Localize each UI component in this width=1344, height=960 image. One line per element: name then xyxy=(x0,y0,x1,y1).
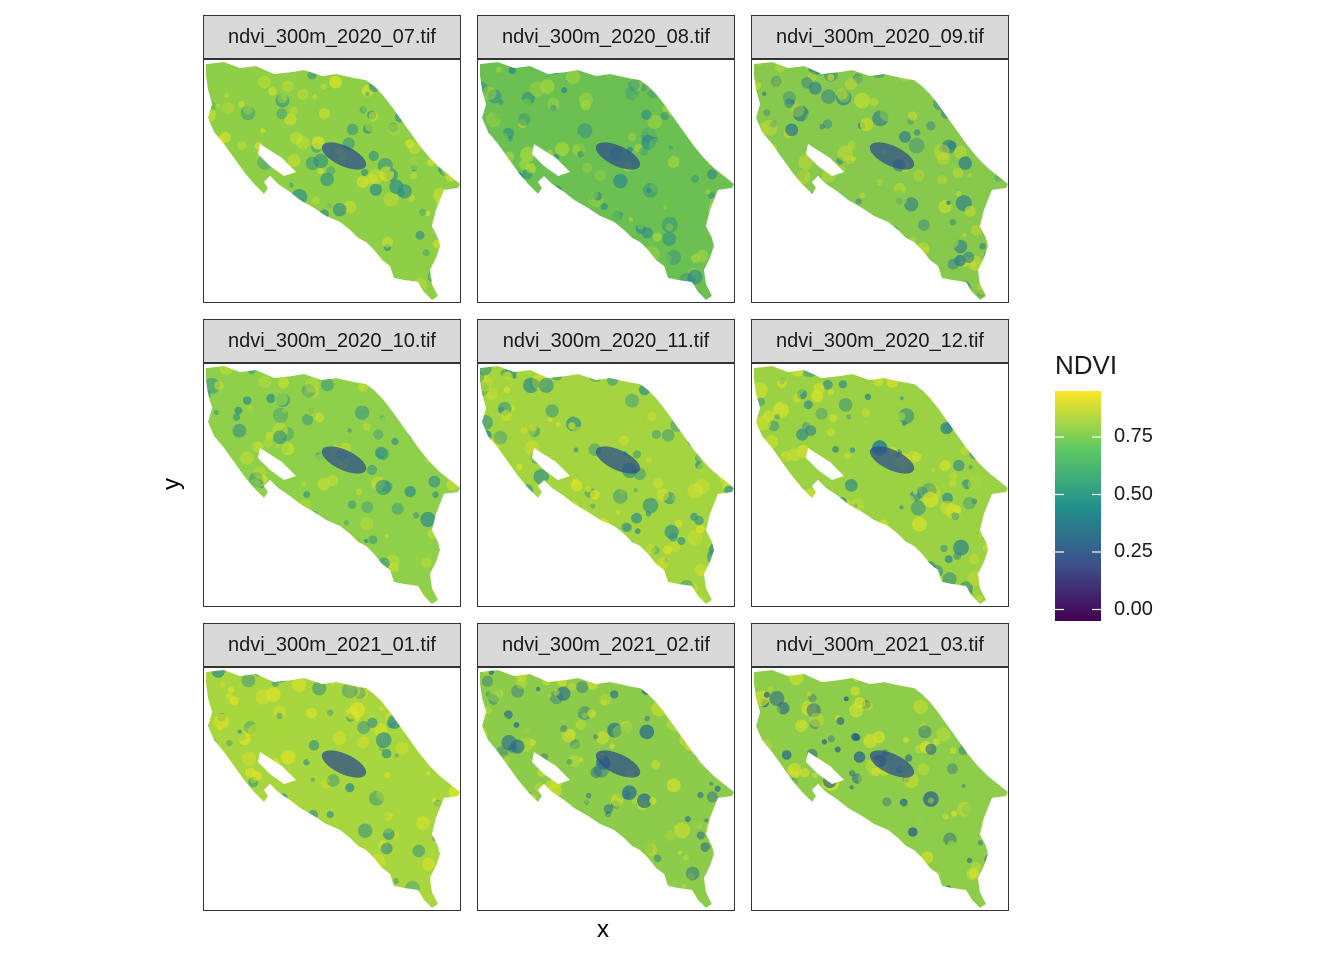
country-map xyxy=(206,670,460,908)
facet-panel: ndvi_300m_2021_03.tif xyxy=(751,623,1009,911)
map-plot-area xyxy=(477,667,735,911)
legend-tick-label: 0.25 xyxy=(1114,540,1153,562)
ndvi-raster xyxy=(754,62,1008,300)
facet-strip-title: ndvi_300m_2021_03.tif xyxy=(751,623,1009,667)
x-axis-label: x xyxy=(597,916,609,943)
map-plot-area xyxy=(751,667,1009,911)
facet-panel: ndvi_300m_2020_07.tif xyxy=(203,15,461,303)
country-map xyxy=(480,366,734,604)
map-plot-area xyxy=(751,59,1009,303)
country-map xyxy=(754,62,1008,300)
country-map xyxy=(480,62,734,300)
ndvi-raster xyxy=(480,366,734,604)
map-plot-area xyxy=(203,363,461,607)
facet-panel: ndvi_300m_2020_11.tif xyxy=(477,319,735,607)
facet-strip-title: ndvi_300m_2020_12.tif xyxy=(751,319,1009,363)
facet-strip-title: ndvi_300m_2021_01.tif xyxy=(203,623,461,667)
facet-panel: ndvi_300m_2020_09.tif xyxy=(751,15,1009,303)
y-axis-label: y xyxy=(158,478,185,490)
ndvi-raster xyxy=(480,62,734,300)
map-plot-area xyxy=(751,363,1009,607)
facet-strip-title: ndvi_300m_2020_10.tif xyxy=(203,319,461,363)
facet-strip-title: ndvi_300m_2020_09.tif xyxy=(751,15,1009,59)
legend-colorbar xyxy=(1055,391,1101,621)
ndvi-raster xyxy=(206,670,460,908)
ndvi-raster xyxy=(754,366,1008,604)
country-map xyxy=(480,670,734,908)
facet-strip-title: ndvi_300m_2021_02.tif xyxy=(477,623,735,667)
facet-strip-title: ndvi_300m_2020_07.tif xyxy=(203,15,461,59)
facet-panel: ndvi_300m_2020_10.tif xyxy=(203,319,461,607)
colorbar-gradient xyxy=(1055,391,1101,621)
map-plot-area xyxy=(203,667,461,911)
legend-tick-label: 0.50 xyxy=(1114,482,1153,505)
ndvi-raster xyxy=(206,366,460,604)
facet-panel: ndvi_300m_2020_12.tif xyxy=(751,319,1009,607)
legend-tick-label: 0.00 xyxy=(1114,597,1153,620)
legend-tick-label: 0.75 xyxy=(1114,425,1153,447)
country-map xyxy=(754,366,1008,604)
country-map xyxy=(754,670,1008,908)
map-plot-area xyxy=(477,59,735,303)
facet-panel: ndvi_300m_2021_02.tif xyxy=(477,623,735,911)
ndvi-raster xyxy=(754,670,1008,908)
map-plot-area xyxy=(203,59,461,303)
map-plot-area xyxy=(477,363,735,607)
facet-strip-title: ndvi_300m_2020_11.tif xyxy=(477,319,735,363)
ndvi-raster xyxy=(480,670,734,908)
country-map xyxy=(206,62,460,300)
ndvi-raster xyxy=(206,62,460,300)
country-map xyxy=(206,366,460,604)
facet-strip-title: ndvi_300m_2020_08.tif xyxy=(477,15,735,59)
facet-panel: ndvi_300m_2021_01.tif xyxy=(203,623,461,911)
facet-panel: ndvi_300m_2020_08.tif xyxy=(477,15,735,303)
legend-title: NDVI xyxy=(1055,350,1118,380)
